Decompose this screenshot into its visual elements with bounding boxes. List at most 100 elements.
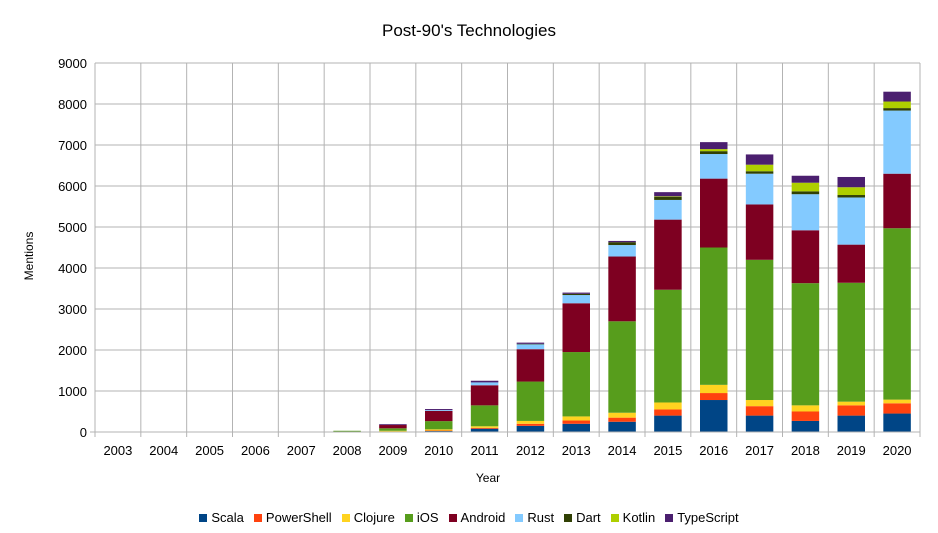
- bar-segment-rust-2011: [470, 382, 499, 386]
- y-tick-label: 9000: [58, 56, 87, 71]
- tick-labels: 0 1000 2000 3000 4000 5000 6000 7000 8000 9000 200…: [58, 56, 911, 458]
- bar-segment-clojure-2019: [837, 401, 865, 406]
- x-tick-label: 2009: [378, 443, 407, 458]
- x-tick-label: 2011: [471, 443, 499, 458]
- bar-segment-powershell-2010: [425, 430, 453, 432]
- bar-segment-typescript-2013: [562, 292, 590, 294]
- y-tick-label: 1000: [58, 384, 87, 399]
- bar-segment-rust-2019: [837, 197, 865, 245]
- x-tick-label: 2014: [608, 443, 637, 458]
- bar-segment-rust-2013: [562, 295, 590, 304]
- y-tick-label: 3000: [58, 302, 87, 317]
- bar-segment-clojure-2014: [608, 412, 636, 418]
- bar-segment-typescript-2019: [837, 176, 865, 188]
- bar-segment-dart-2014: [608, 242, 636, 246]
- chart-title: Post-90's Technologies: [382, 21, 556, 40]
- bar-segment-kotlin-2020: [883, 101, 911, 109]
- bar-segment-dart-2019: [837, 195, 865, 198]
- bar-segment-kotlin-2018: [791, 182, 820, 192]
- legend-swatch: [404, 513, 413, 522]
- bar-segment-dart-2012: [516, 343, 545, 345]
- legend-swatch: [610, 513, 619, 522]
- bar-segment-dart-2015: [654, 196, 682, 200]
- bar-segment-rust-2010: [425, 410, 453, 411]
- stacked-bar-chart: Post-90's Technologies Mentions Year 0 10…: [22, 21, 921, 485]
- bar-segment-ios-2017: [745, 259, 774, 401]
- bars: [104, 91, 911, 433]
- legend-swatch: [253, 513, 262, 522]
- x-tick-label: 2005: [195, 443, 224, 458]
- bar-segment-typescript-2014: [608, 240, 636, 243]
- bar-segment-ios-2016: [700, 247, 728, 385]
- bar-segment-android-2012: [516, 349, 545, 382]
- x-tick-label: 2020: [883, 443, 912, 458]
- x-tick-label: 2006: [241, 443, 270, 458]
- bar-segment-typescript-2012: [516, 342, 545, 344]
- bar-segment-rust-2020: [883, 110, 911, 174]
- bar-segment-powershell-2020: [883, 403, 911, 414]
- bar-segment-android-2011: [470, 385, 499, 406]
- x-tick-label: 2007: [287, 443, 316, 458]
- bar-segment-typescript-2017: [745, 154, 774, 165]
- bar-segment-scala-2011: [470, 428, 499, 432]
- bar-segment-scala-2019: [837, 415, 865, 432]
- legend-label: TypeScript: [677, 510, 739, 525]
- legend-item-typescript: TypeScript: [665, 510, 739, 525]
- bar-segment-ios-2020: [883, 228, 911, 400]
- bar-segment-scala-2012: [516, 425, 545, 432]
- bar-segment-powershell-2012: [516, 423, 545, 426]
- bar-segment-clojure-2010: [425, 429, 453, 431]
- gridlines: [94, 62, 921, 437]
- bar-segment-android-2010: [425, 410, 453, 422]
- bar-segment-clojure-2013: [562, 416, 590, 421]
- bar-segment-scala-2017: [745, 415, 774, 432]
- bar-segment-ios-2012: [516, 381, 545, 421]
- bar-segment-typescript-2015: [654, 192, 682, 197]
- bar-segment-powershell-2018: [791, 411, 820, 421]
- legend-item-clojure: Clojure: [341, 510, 395, 525]
- bar-segment-scala-2010: [425, 430, 453, 432]
- bar-segment-powershell-2015: [654, 409, 682, 416]
- bar-segment-android-2009: [379, 425, 407, 429]
- bar-segment-clojure-2016: [700, 384, 728, 394]
- legend-item-dart: Dart: [564, 510, 601, 525]
- legend-item-android: Android: [448, 510, 505, 525]
- y-tick-label: 5000: [58, 220, 87, 235]
- bar-segment-clojure-2012: [516, 420, 545, 424]
- bar-segment-scala-2018: [791, 420, 820, 432]
- bar-segment-scala-2015: [654, 415, 682, 432]
- bar-segment-clojure-2015: [654, 402, 682, 410]
- bar-segment-scala-2016: [700, 400, 728, 432]
- bar-segment-dart-2016: [700, 151, 728, 155]
- bar-segment-rust-2016: [700, 154, 728, 179]
- bar-segment-kotlin-2019: [837, 187, 865, 196]
- legend-item-ios: iOS: [404, 510, 439, 525]
- bar-segment-ios-2013: [562, 352, 590, 417]
- legend-label: PowerShell: [265, 510, 332, 525]
- bar-segment-ios-2015: [654, 289, 682, 403]
- legend-swatch: [199, 513, 208, 522]
- bar-segment-android-2015: [654, 219, 682, 290]
- bar-segment-clojure-2020: [883, 399, 911, 404]
- legend-item-scala: Scala: [199, 510, 244, 525]
- x-tick-label: 2015: [653, 443, 682, 458]
- bar-segment-rust-2012: [516, 344, 545, 350]
- bar-segment-dart-2018: [791, 191, 820, 195]
- x-tick-label: 2004: [149, 443, 178, 458]
- legend-label: iOS: [416, 510, 439, 525]
- legend-swatch: [448, 513, 457, 522]
- bar-segment-typescript-2011: [470, 380, 499, 383]
- bar-segment-android-2020: [883, 173, 911, 229]
- y-tick-label: 4000: [58, 261, 87, 276]
- bar-segment-rust-2015: [654, 199, 682, 220]
- bar-segment-android-2016: [700, 178, 728, 248]
- y-tick-label: 6000: [58, 179, 87, 194]
- bar-segment-scala-2020: [883, 413, 911, 432]
- bar-segment-dart-2020: [883, 108, 911, 111]
- y-tick-label: 2000: [58, 343, 87, 358]
- bar-segment-rust-2017: [745, 173, 774, 205]
- bar-segment-clojure-2011: [470, 426, 499, 428]
- bar-segment-ios-2019: [837, 282, 865, 402]
- bar-segment-powershell-2011: [470, 427, 499, 429]
- bar-segment-powershell-2014: [608, 417, 636, 422]
